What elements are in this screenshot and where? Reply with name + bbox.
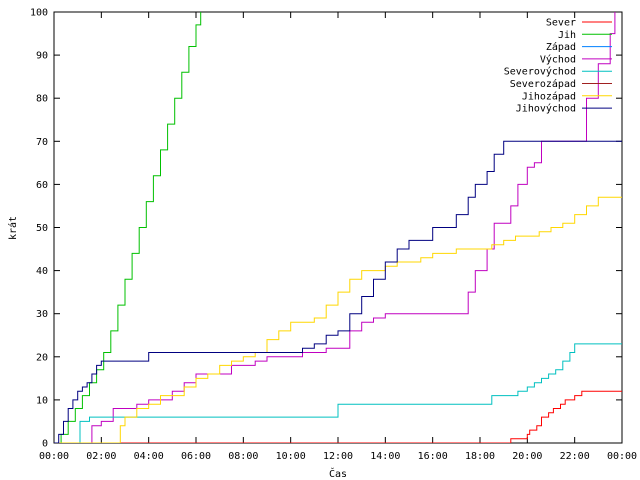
y-axis-title: krát (7, 216, 19, 240)
x-tick-label: 06:00 (181, 451, 211, 462)
x-tick-label: 04:00 (134, 451, 164, 462)
y-tick-label: 20 (36, 352, 48, 363)
series-line (54, 12, 616, 443)
legend-label: Jihozápad (522, 90, 576, 102)
series-line (54, 12, 202, 443)
x-tick-label: 08:00 (228, 451, 258, 462)
legend-label: Severovýchod (504, 66, 576, 78)
x-tick-label: 00:00 (39, 451, 69, 462)
y-tick-label: 0 (42, 439, 48, 450)
legend-label: Severozápad (510, 78, 576, 90)
x-axis-title: Čas (329, 467, 347, 480)
legend: SeverJihZápadVýchodSeverovýchodSeverozáp… (504, 18, 612, 115)
legend-label: Západ (546, 41, 576, 53)
x-tick-label: 14:00 (370, 451, 400, 462)
series-line (54, 196, 622, 443)
x-tick-label: 02:00 (86, 451, 116, 462)
legend-label: Východ (540, 53, 576, 65)
y-tick-label: 80 (36, 94, 48, 105)
series-line (54, 140, 622, 443)
legend-label: Jih (558, 30, 576, 41)
legend-label: Jihovýchod (516, 103, 576, 115)
series-layer (54, 12, 622, 443)
x-tick-label: 16:00 (418, 451, 448, 462)
x-tick-label: 00:00 (607, 451, 637, 462)
ticks-layer: 0 10 20 30 40 50 60 70 80 90 100 00:00 02:00 04:00 06:… (30, 8, 637, 463)
y-tick-label: 10 (36, 395, 48, 406)
x-tick-label: 10:00 (276, 451, 306, 462)
y-tick-label: 60 (36, 180, 48, 191)
y-tick-label: 70 (36, 137, 48, 148)
x-tick-label: 22:00 (560, 451, 590, 462)
y-tick-label: 40 (36, 266, 48, 277)
y-tick-label: 100 (30, 8, 48, 19)
legend-label: Sever (546, 18, 576, 29)
y-tick-label: 90 (36, 51, 48, 62)
x-tick-label: 20:00 (512, 451, 542, 462)
y-tick-label: 30 (36, 309, 48, 320)
series-line (54, 390, 622, 443)
x-tick-label: 18:00 (465, 451, 495, 462)
x-tick-label: 12:00 (323, 451, 353, 462)
y-tick-label: 50 (36, 223, 48, 234)
